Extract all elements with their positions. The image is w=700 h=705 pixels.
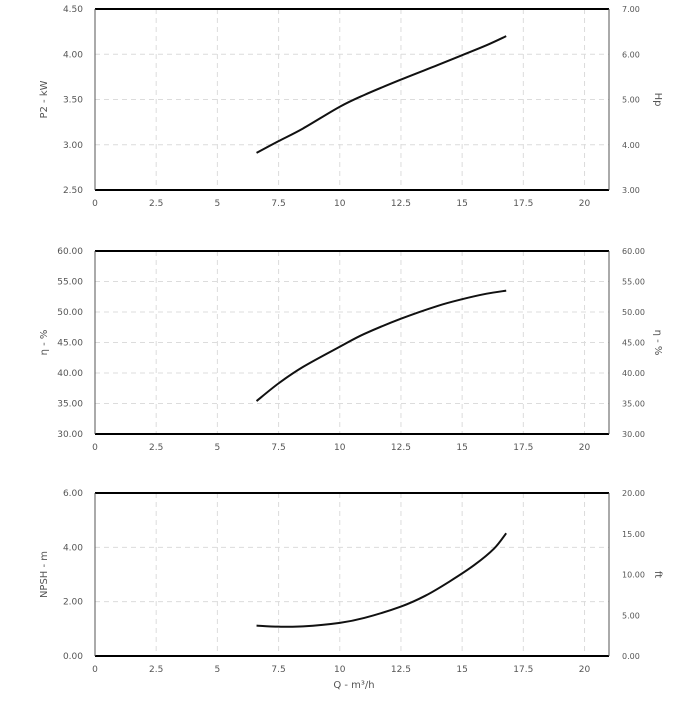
power-chart-ytick-label: 3.50 — [63, 96, 83, 106]
efficiency-chart-y2tick-label: 45.00 — [622, 339, 645, 348]
efficiency-chart-ytick-label: 30.00 — [57, 430, 83, 440]
power-chart-y2tick-label: 3.00 — [622, 186, 640, 195]
efficiency-chart-xtick-label: 17.5 — [513, 443, 533, 453]
npsh-chart-y2tick-label: 0.00 — [622, 652, 640, 661]
efficiency-chart-ytick-label: 50.00 — [57, 308, 83, 318]
npsh-chart-ylabel: NPSH - m — [39, 551, 50, 598]
npsh-chart-xtick-label: 12.5 — [391, 665, 411, 675]
power-chart-y2tick-label: 4.00 — [622, 141, 640, 150]
efficiency-chart-xtick-label: 15 — [456, 443, 467, 453]
npsh-chart-xtick-label: 7.5 — [271, 665, 285, 675]
power-chart-xtick-label: 5 — [215, 199, 221, 209]
power-chart-xtick-label: 7.5 — [271, 199, 285, 209]
efficiency-chart-y2tick-label: 30.00 — [622, 430, 645, 439]
efficiency-chart-y2tick-label: 50.00 — [622, 308, 645, 317]
efficiency-chart-y2tick-label: 55.00 — [622, 278, 645, 287]
efficiency-chart-ytick-label: 60.00 — [57, 247, 83, 257]
efficiency-chart-y2tick-label: 60.00 — [622, 247, 645, 256]
npsh-chart-xtick-label: 20 — [579, 665, 591, 675]
npsh-chart-y2tick-label: 5.00 — [622, 611, 640, 620]
power-chart: 0 2.5 5 7.5 10 12.5 15 17.5 20 2.50 3.00 3.50 4.00 4.… — [39, 5, 663, 209]
power-chart-y2tick-label: 7.00 — [622, 5, 640, 14]
npsh-chart: 0 2.5 5 7.5 10 12.5 15 17.5 20 0.00 2.00 4.00 6.00 0.… — [39, 489, 663, 691]
power-chart-ytick-label: 4.00 — [63, 50, 83, 60]
power-chart-ylabel: P2 - kW — [39, 80, 50, 118]
power-chart-ytick-label: 3.00 — [63, 141, 83, 151]
power-chart-xtick-label: 0 — [92, 199, 98, 209]
npsh-chart-xtick-label: 5 — [215, 665, 221, 675]
efficiency-chart-y2tick-label: 40.00 — [622, 369, 645, 378]
efficiency-chart-ylabel: η - % — [39, 330, 50, 356]
efficiency-chart-xtick-label: 0 — [92, 443, 98, 453]
power-chart-xtick-label: 2.5 — [149, 199, 163, 209]
npsh-chart-ytick-label: 6.00 — [63, 489, 83, 499]
power-chart-ytick-label: 4.50 — [63, 5, 83, 15]
npsh-chart-xlabel: Q - m³/h — [333, 680, 374, 691]
power-chart-xtick-label: 17.5 — [513, 199, 533, 209]
power-chart-xtick-label: 20 — [579, 199, 591, 209]
npsh-chart-series-line-0 — [256, 532, 507, 628]
power-chart-y2tick-label: 5.00 — [622, 96, 640, 105]
efficiency-chart-xtick-label: 12.5 — [391, 443, 411, 453]
efficiency-chart-series-line-0 — [255, 289, 507, 402]
npsh-chart-ytick-label: 0.00 — [63, 652, 83, 662]
npsh-chart-xtick-label: 17.5 — [513, 665, 533, 675]
power-chart-xtick-label: 15 — [456, 199, 467, 209]
power-chart-y2label: Hp — [652, 93, 663, 107]
power-chart-ytick-label: 2.50 — [63, 186, 83, 196]
efficiency-chart-y2tick-label: 35.00 — [622, 400, 645, 409]
npsh-chart-xtick-label: 15 — [456, 665, 467, 675]
efficiency-chart-ytick-label: 35.00 — [57, 400, 83, 410]
efficiency-chart-ytick-label: 55.00 — [57, 278, 83, 288]
efficiency-chart-xtick-label: 7.5 — [271, 443, 285, 453]
efficiency-chart-y2label: η - % — [652, 330, 663, 356]
npsh-chart-xtick-label: 0 — [92, 665, 98, 675]
npsh-chart-y2tick-label: 15.00 — [622, 530, 645, 539]
npsh-chart-y2label: ft — [652, 571, 663, 578]
power-chart-xtick-label: 12.5 — [391, 199, 411, 209]
power-chart-xtick-label: 10 — [334, 199, 346, 209]
efficiency-chart-xtick-label: 20 — [579, 443, 591, 453]
efficiency-chart-xtick-label: 2.5 — [149, 443, 163, 453]
efficiency-chart-ytick-label: 45.00 — [57, 339, 83, 349]
npsh-chart-y2tick-label: 10.00 — [622, 571, 645, 580]
npsh-chart-xtick-label: 10 — [334, 665, 346, 675]
npsh-chart-ytick-label: 4.00 — [63, 543, 83, 553]
npsh-chart-xtick-label: 2.5 — [149, 665, 163, 675]
efficiency-chart: 0 2.5 5 7.5 10 12.5 15 17.5 20 30.00 35.00 40.00 45.… — [39, 247, 663, 453]
power-chart-series-line-0 — [256, 35, 507, 154]
power-chart-y2tick-label: 6.00 — [622, 50, 640, 59]
efficiency-chart-xtick-label: 5 — [215, 443, 221, 453]
efficiency-chart-xtick-label: 10 — [334, 443, 346, 453]
npsh-chart-y2tick-label: 20.00 — [622, 489, 645, 498]
npsh-chart-ytick-label: 2.00 — [63, 598, 83, 608]
efficiency-chart-ytick-label: 40.00 — [57, 369, 83, 379]
